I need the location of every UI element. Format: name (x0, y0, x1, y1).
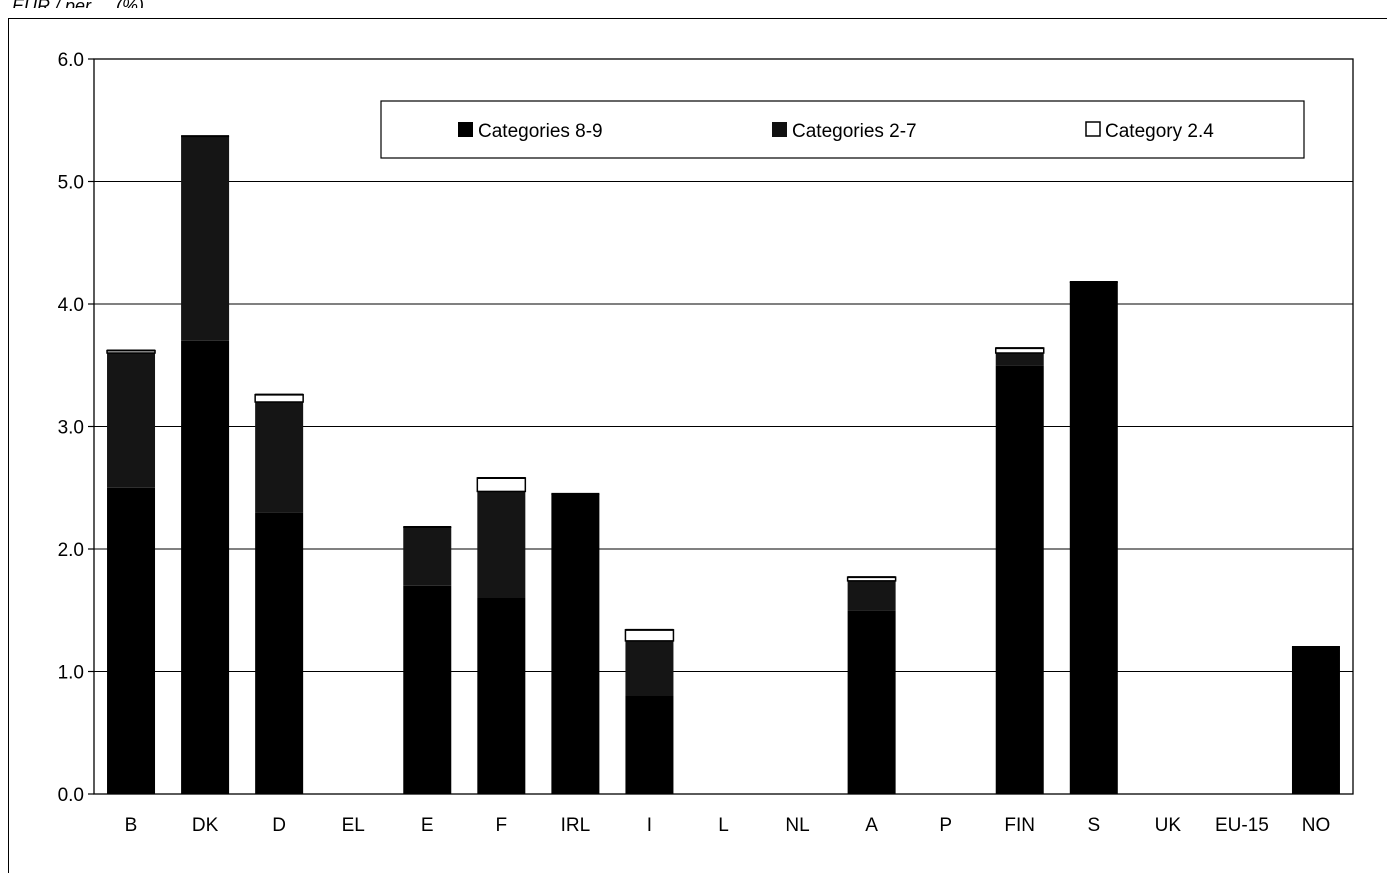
y-tick-label: 1.0 (58, 663, 84, 684)
x-tick-label: P (939, 815, 952, 836)
bar-segment-e-1 (403, 585, 452, 794)
x-tick-label: NL (785, 815, 809, 836)
x-tick-label: UK (1155, 815, 1182, 836)
x-tick-label: D (272, 815, 286, 836)
bar-segment-d-3 (254, 393, 304, 403)
bar-segment-s-1 (1069, 281, 1118, 794)
bar-segment-no-1 (1291, 647, 1340, 794)
header-fragment: EUR / per ... (%) (12, 0, 144, 8)
legend-box (380, 100, 1305, 159)
x-tick-label: F (496, 815, 508, 836)
x-tick-label: DK (192, 815, 219, 836)
chart-frame (8, 18, 1387, 873)
x-tick-label: EU-15 (1215, 815, 1269, 836)
legend-label-categories-8-9: Categories 8-9 (478, 121, 603, 142)
bar-segment-e-2 (403, 526, 452, 586)
bar-segment-b-1 (107, 487, 156, 794)
y-tick-label: 6.0 (58, 50, 84, 71)
x-tick-label: S (1087, 815, 1100, 836)
legend-label-categories-2-7: Categories 2-7 (792, 121, 917, 142)
y-tick-label: 3.0 (58, 418, 84, 439)
bars (106, 135, 1340, 794)
x-tick-label: I (647, 815, 652, 836)
x-tick-label: A (865, 815, 878, 836)
x-tick-label: FIN (1004, 815, 1035, 836)
bar-segment-irl-1 (551, 493, 600, 794)
x-tick-label: NO (1302, 815, 1331, 836)
legend: Categories 8-9 Categories 2-7 Category 2… (380, 100, 1305, 159)
legend-label-category-2-4: Category 2.4 (1105, 121, 1214, 142)
bar-segment-d-1 (255, 512, 304, 794)
x-tick-label: L (718, 815, 729, 836)
bar-segment-dk-2 (181, 136, 230, 341)
bar-segment-fin-2 (995, 353, 1044, 366)
y-axis: 0.0 1.0 2.0 3.0 4.0 5.0 6.0 (58, 50, 94, 806)
y-tick-label: 4.0 (58, 295, 84, 316)
bar-segment-dk-1 (181, 340, 230, 794)
legend-swatch-category-2-4 (1085, 121, 1101, 137)
bar-segment-i-2 (625, 640, 674, 696)
legend-swatch-categories-8-9 (458, 122, 473, 137)
bar-segment-f-2 (477, 491, 526, 598)
bar-segment-a-2 (847, 580, 896, 611)
x-tick-label: B (125, 815, 138, 836)
y-tick-label: 2.0 (58, 540, 84, 561)
bar-segment-fin-1 (995, 365, 1044, 794)
x-tick-label: IRL (561, 815, 591, 836)
bar-segment-i-3 (624, 629, 675, 642)
bar-segment-b-2 (107, 353, 156, 488)
bar-segment-i-1 (625, 696, 674, 794)
bar-segment-a-1 (847, 610, 896, 794)
bar-segment-f-1 (477, 598, 526, 794)
legend-swatch-categories-2-7 (772, 122, 787, 137)
bar-segment-d-2 (255, 402, 304, 513)
x-tick-label: E (421, 815, 434, 836)
x-tick-label: EL (342, 815, 365, 836)
y-tick-label: 0.0 (58, 785, 84, 806)
gridlines (94, 181, 1353, 672)
x-axis: B DK D EL E F IRL I L NL A P FIN S UK EU-15 NO (125, 815, 1331, 836)
bar-segment-f-3 (476, 477, 527, 493)
y-tick-label: 5.0 (58, 173, 84, 194)
